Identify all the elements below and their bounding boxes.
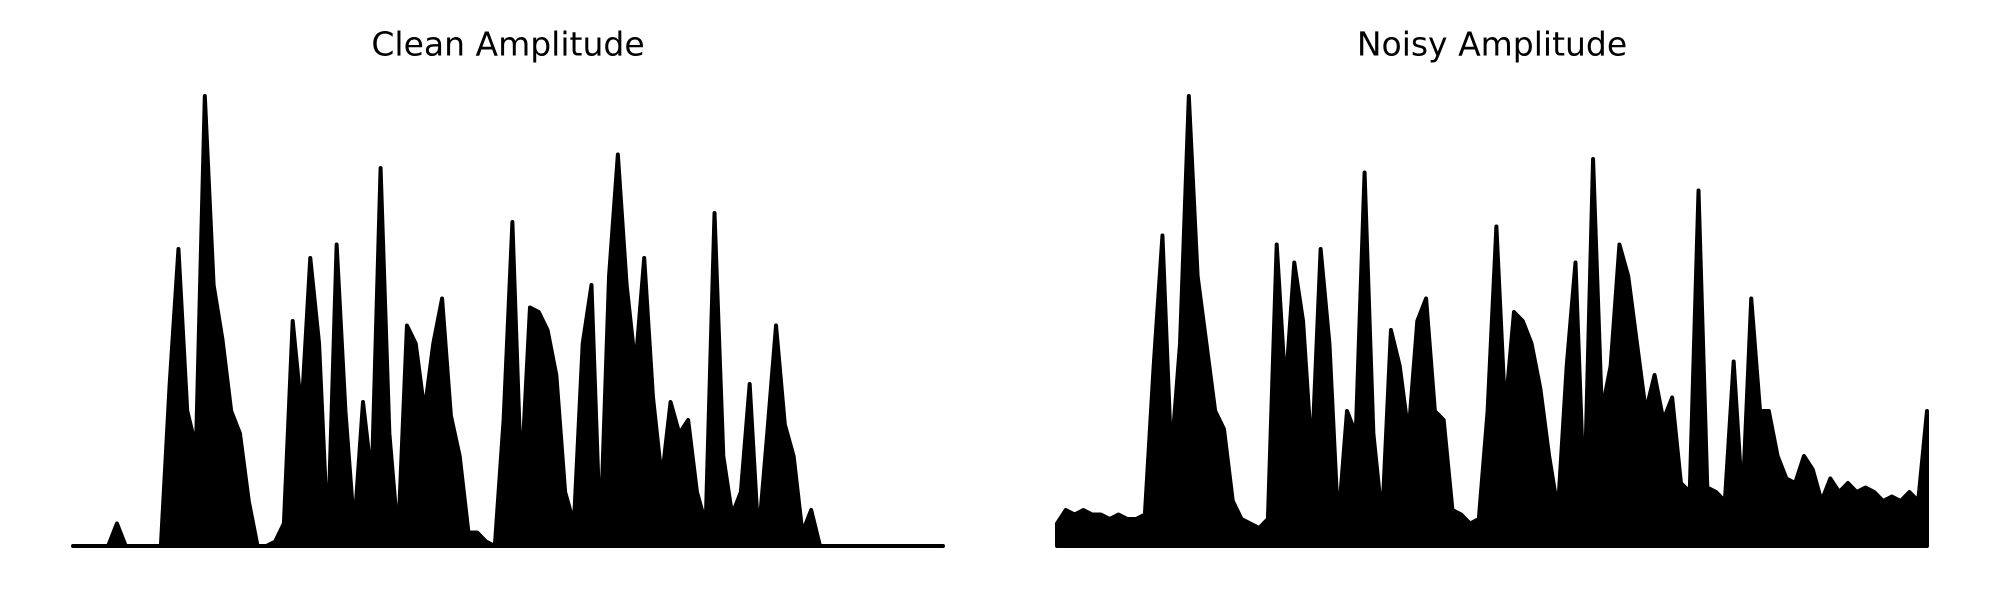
chart-title: Noisy Amplitude [1357, 25, 1627, 64]
chart-title: Clean Amplitude [371, 25, 644, 64]
amplitude-area [71, 94, 945, 548]
amplitude-area [1055, 94, 1929, 548]
